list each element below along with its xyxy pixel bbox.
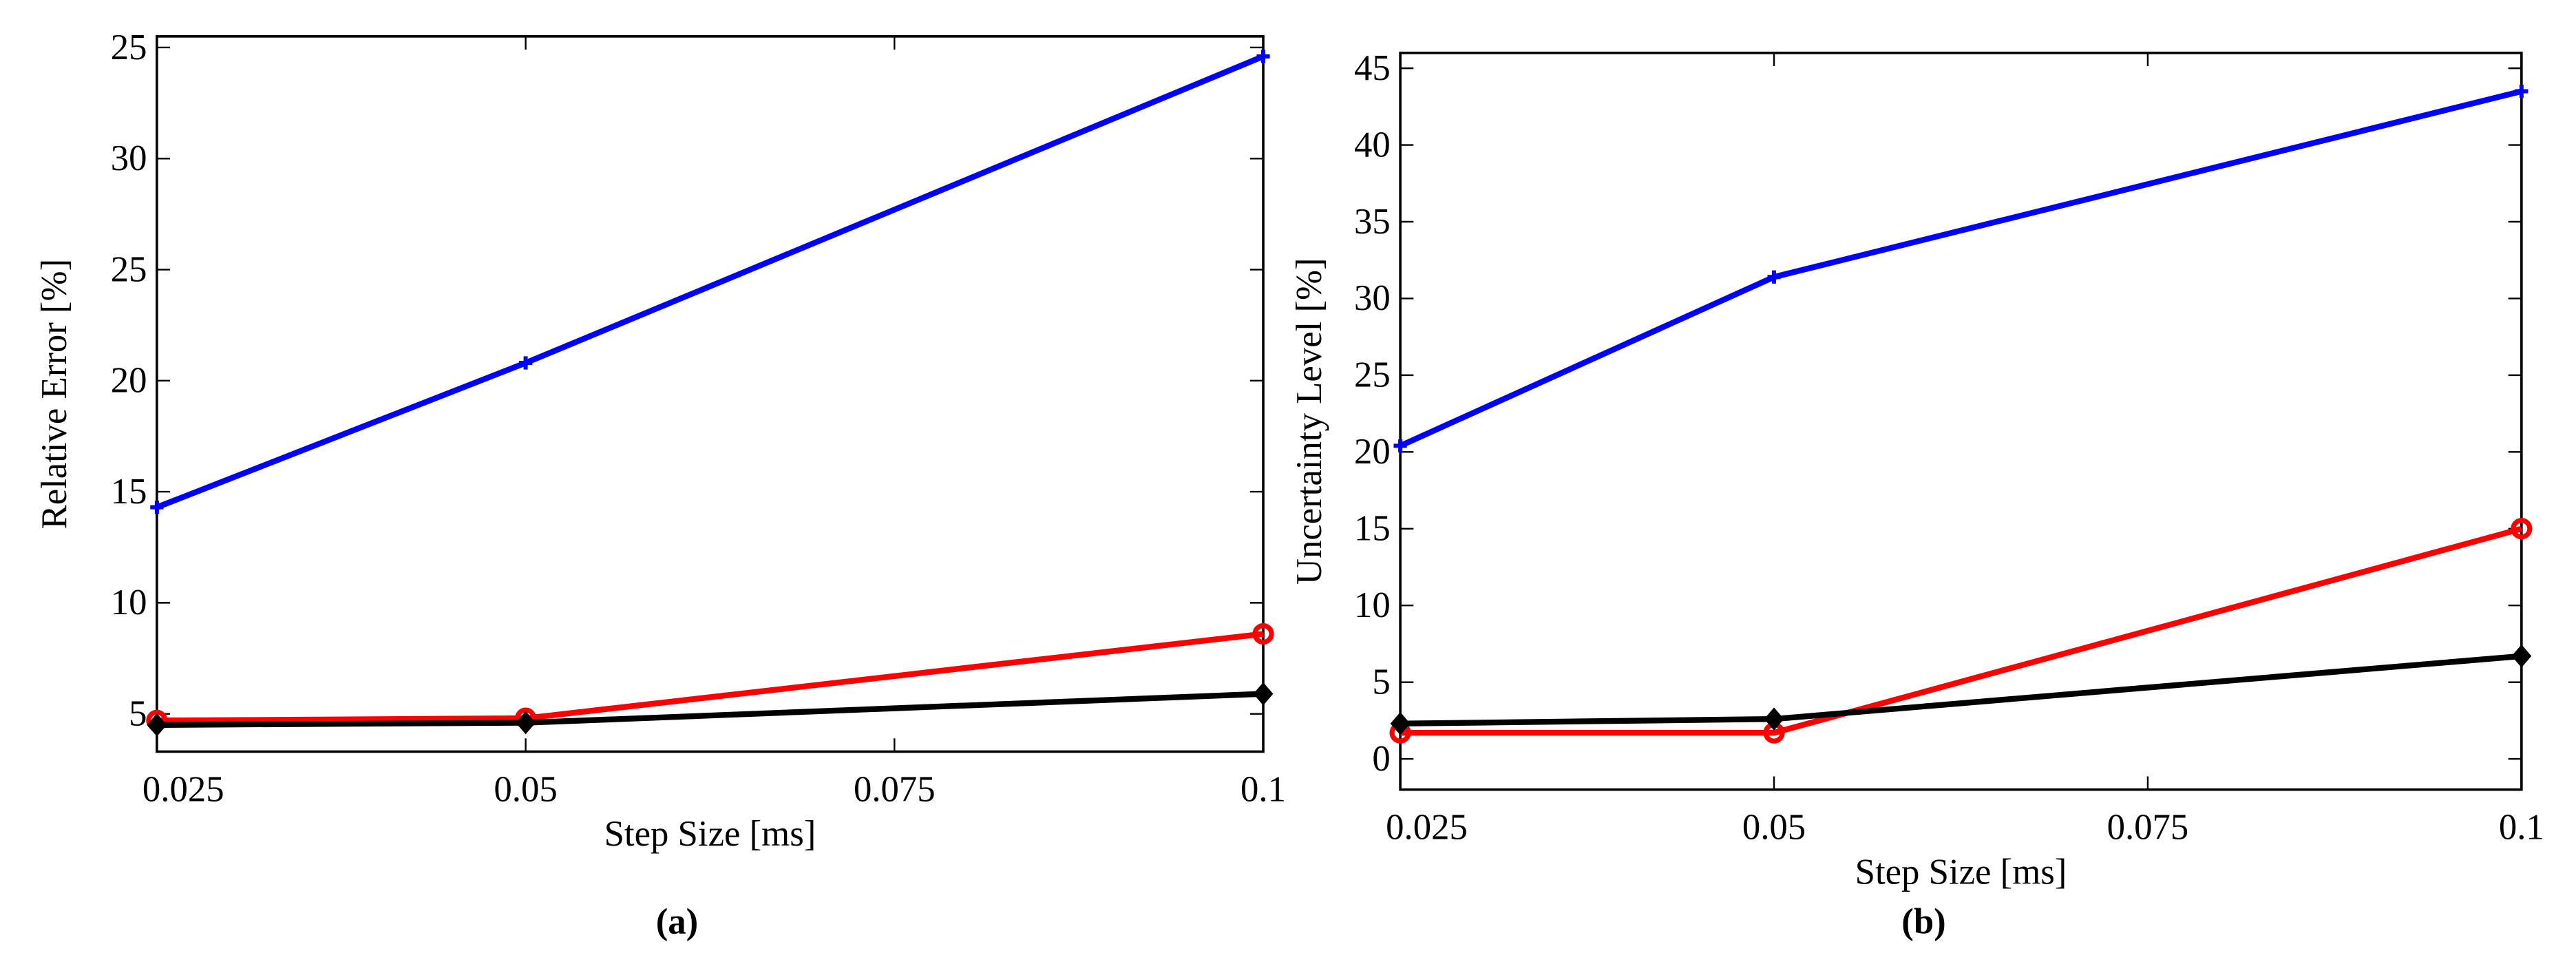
- x-tick-label: 0.025: [142, 769, 224, 809]
- marker: [1390, 712, 1411, 735]
- y-tick-label: 15: [1354, 509, 1391, 549]
- marker: [516, 711, 536, 735]
- y-tick-label: 15: [111, 472, 147, 512]
- y-tick-label: 25: [111, 28, 147, 67]
- x-axis-label: Step Size [ms]: [1855, 852, 2067, 892]
- marker: [2511, 518, 2533, 540]
- x-tick-label: 0.05: [1742, 808, 1806, 848]
- series-line: [1399, 88, 2522, 449]
- marker: [518, 356, 533, 370]
- y-axis-label: Relative Error [%]: [34, 259, 74, 530]
- y-tick-label: 35: [1354, 202, 1391, 242]
- marker: [1253, 682, 1274, 706]
- series-line: [1400, 653, 2522, 727]
- y-tick-label: 5: [129, 693, 147, 733]
- marker: [1252, 622, 1274, 645]
- y-tick-label: 25: [1354, 355, 1391, 395]
- marker: [1764, 707, 1784, 731]
- y-tick-label: 20: [1354, 432, 1391, 472]
- y-tick-label: 0: [1372, 739, 1390, 779]
- x-tick-label: 0.1: [1241, 769, 1286, 809]
- plot-frame: [156, 35, 1265, 753]
- y-tick-label: 30: [1354, 278, 1391, 318]
- y-tick-label: 45: [1354, 48, 1391, 88]
- series-line: [156, 54, 1265, 510]
- y-tick-label: 10: [1354, 585, 1391, 625]
- caption: (b): [1901, 901, 1946, 941]
- marker: [150, 501, 164, 514]
- caption: (a): [656, 901, 699, 941]
- x-tick-label: 0.1: [2499, 808, 2544, 848]
- marker: [1256, 50, 1270, 63]
- x-axis-label: Step Size [ms]: [604, 814, 816, 854]
- marker: [2511, 644, 2532, 668]
- y-tick-label: 10: [111, 583, 147, 622]
- series-line: [156, 631, 1264, 724]
- series-line: [1400, 525, 2522, 736]
- marker: [1393, 439, 1407, 453]
- y-tick-label: 25: [111, 249, 147, 289]
- y-tick-label: 30: [111, 138, 147, 178]
- marker: [2515, 84, 2529, 98]
- x-tick-label: 0.025: [1386, 808, 1468, 848]
- x-tick-label: 0.075: [2107, 808, 2189, 848]
- plot-frame: [1399, 52, 2523, 791]
- y-tick-label: 20: [111, 361, 147, 401]
- marker: [147, 713, 167, 737]
- marker: [1767, 270, 1781, 284]
- y-tick-label: 40: [1354, 125, 1391, 165]
- y-tick-label: 5: [1372, 662, 1390, 702]
- x-tick-label: 0.075: [854, 769, 936, 809]
- x-tick-label: 0.05: [494, 769, 557, 809]
- y-axis-label: Uncertainty Level [%]: [1289, 258, 1329, 585]
